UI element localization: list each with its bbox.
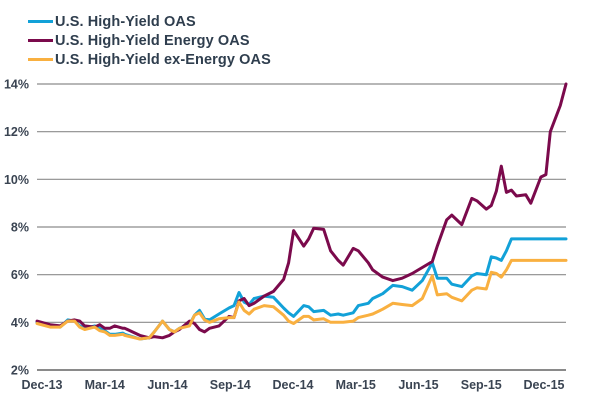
x-tick-label: Dec-13 (22, 378, 63, 392)
y-tick-label: 10% (4, 173, 29, 187)
legend-label: U.S. High-Yield ex-Energy OAS (55, 51, 271, 68)
gridlines (37, 83, 566, 371)
legend-swatch-hy-oas (28, 20, 53, 23)
x-tick-label: Jun-15 (398, 378, 438, 392)
legend-label: U.S. High-Yield OAS (55, 13, 196, 30)
series-lines (35, 82, 568, 341)
x-tick-label: Mar-15 (336, 378, 376, 392)
y-tick-label: 12% (4, 125, 29, 139)
y-tick-label: 2% (11, 364, 29, 378)
x-axis-ticks: Dec-13 Mar-14 Jun-14 Sep-14 Dec-14 Mar-1… (22, 378, 565, 392)
ex-energy-oas-line (35, 258, 568, 341)
energy-oas-line (35, 82, 568, 340)
x-tick-label: Dec-14 (273, 378, 314, 392)
legend: U.S. High-Yield OAS U.S. High-Yield Ener… (28, 12, 271, 69)
legend-item-hy-oas: U.S. High-Yield OAS (28, 12, 271, 31)
x-tick-label: Jun-14 (147, 378, 187, 392)
legend-swatch-energy-oas (28, 39, 53, 42)
x-tick-label: Sep-14 (210, 378, 251, 392)
x-tick-label: Dec-15 (524, 378, 565, 392)
legend-label: U.S. High-Yield Energy OAS (55, 32, 250, 49)
legend-swatch-ex-energy-oas (28, 58, 53, 61)
y-axis-ticks: 2% 4% 6% 8% 10% 12% 14% (4, 78, 29, 378)
legend-item-energy-oas: U.S. High-Yield Energy OAS (28, 31, 271, 50)
legend-item-ex-energy-oas: U.S. High-Yield ex-Energy OAS (28, 50, 271, 69)
x-tick-label: Sep-15 (461, 378, 502, 392)
y-tick-label: 4% (11, 316, 29, 330)
y-tick-label: 8% (11, 221, 29, 235)
y-tick-label: 14% (4, 78, 29, 92)
x-tick-label: Mar-14 (85, 378, 125, 392)
y-tick-label: 6% (11, 268, 29, 282)
